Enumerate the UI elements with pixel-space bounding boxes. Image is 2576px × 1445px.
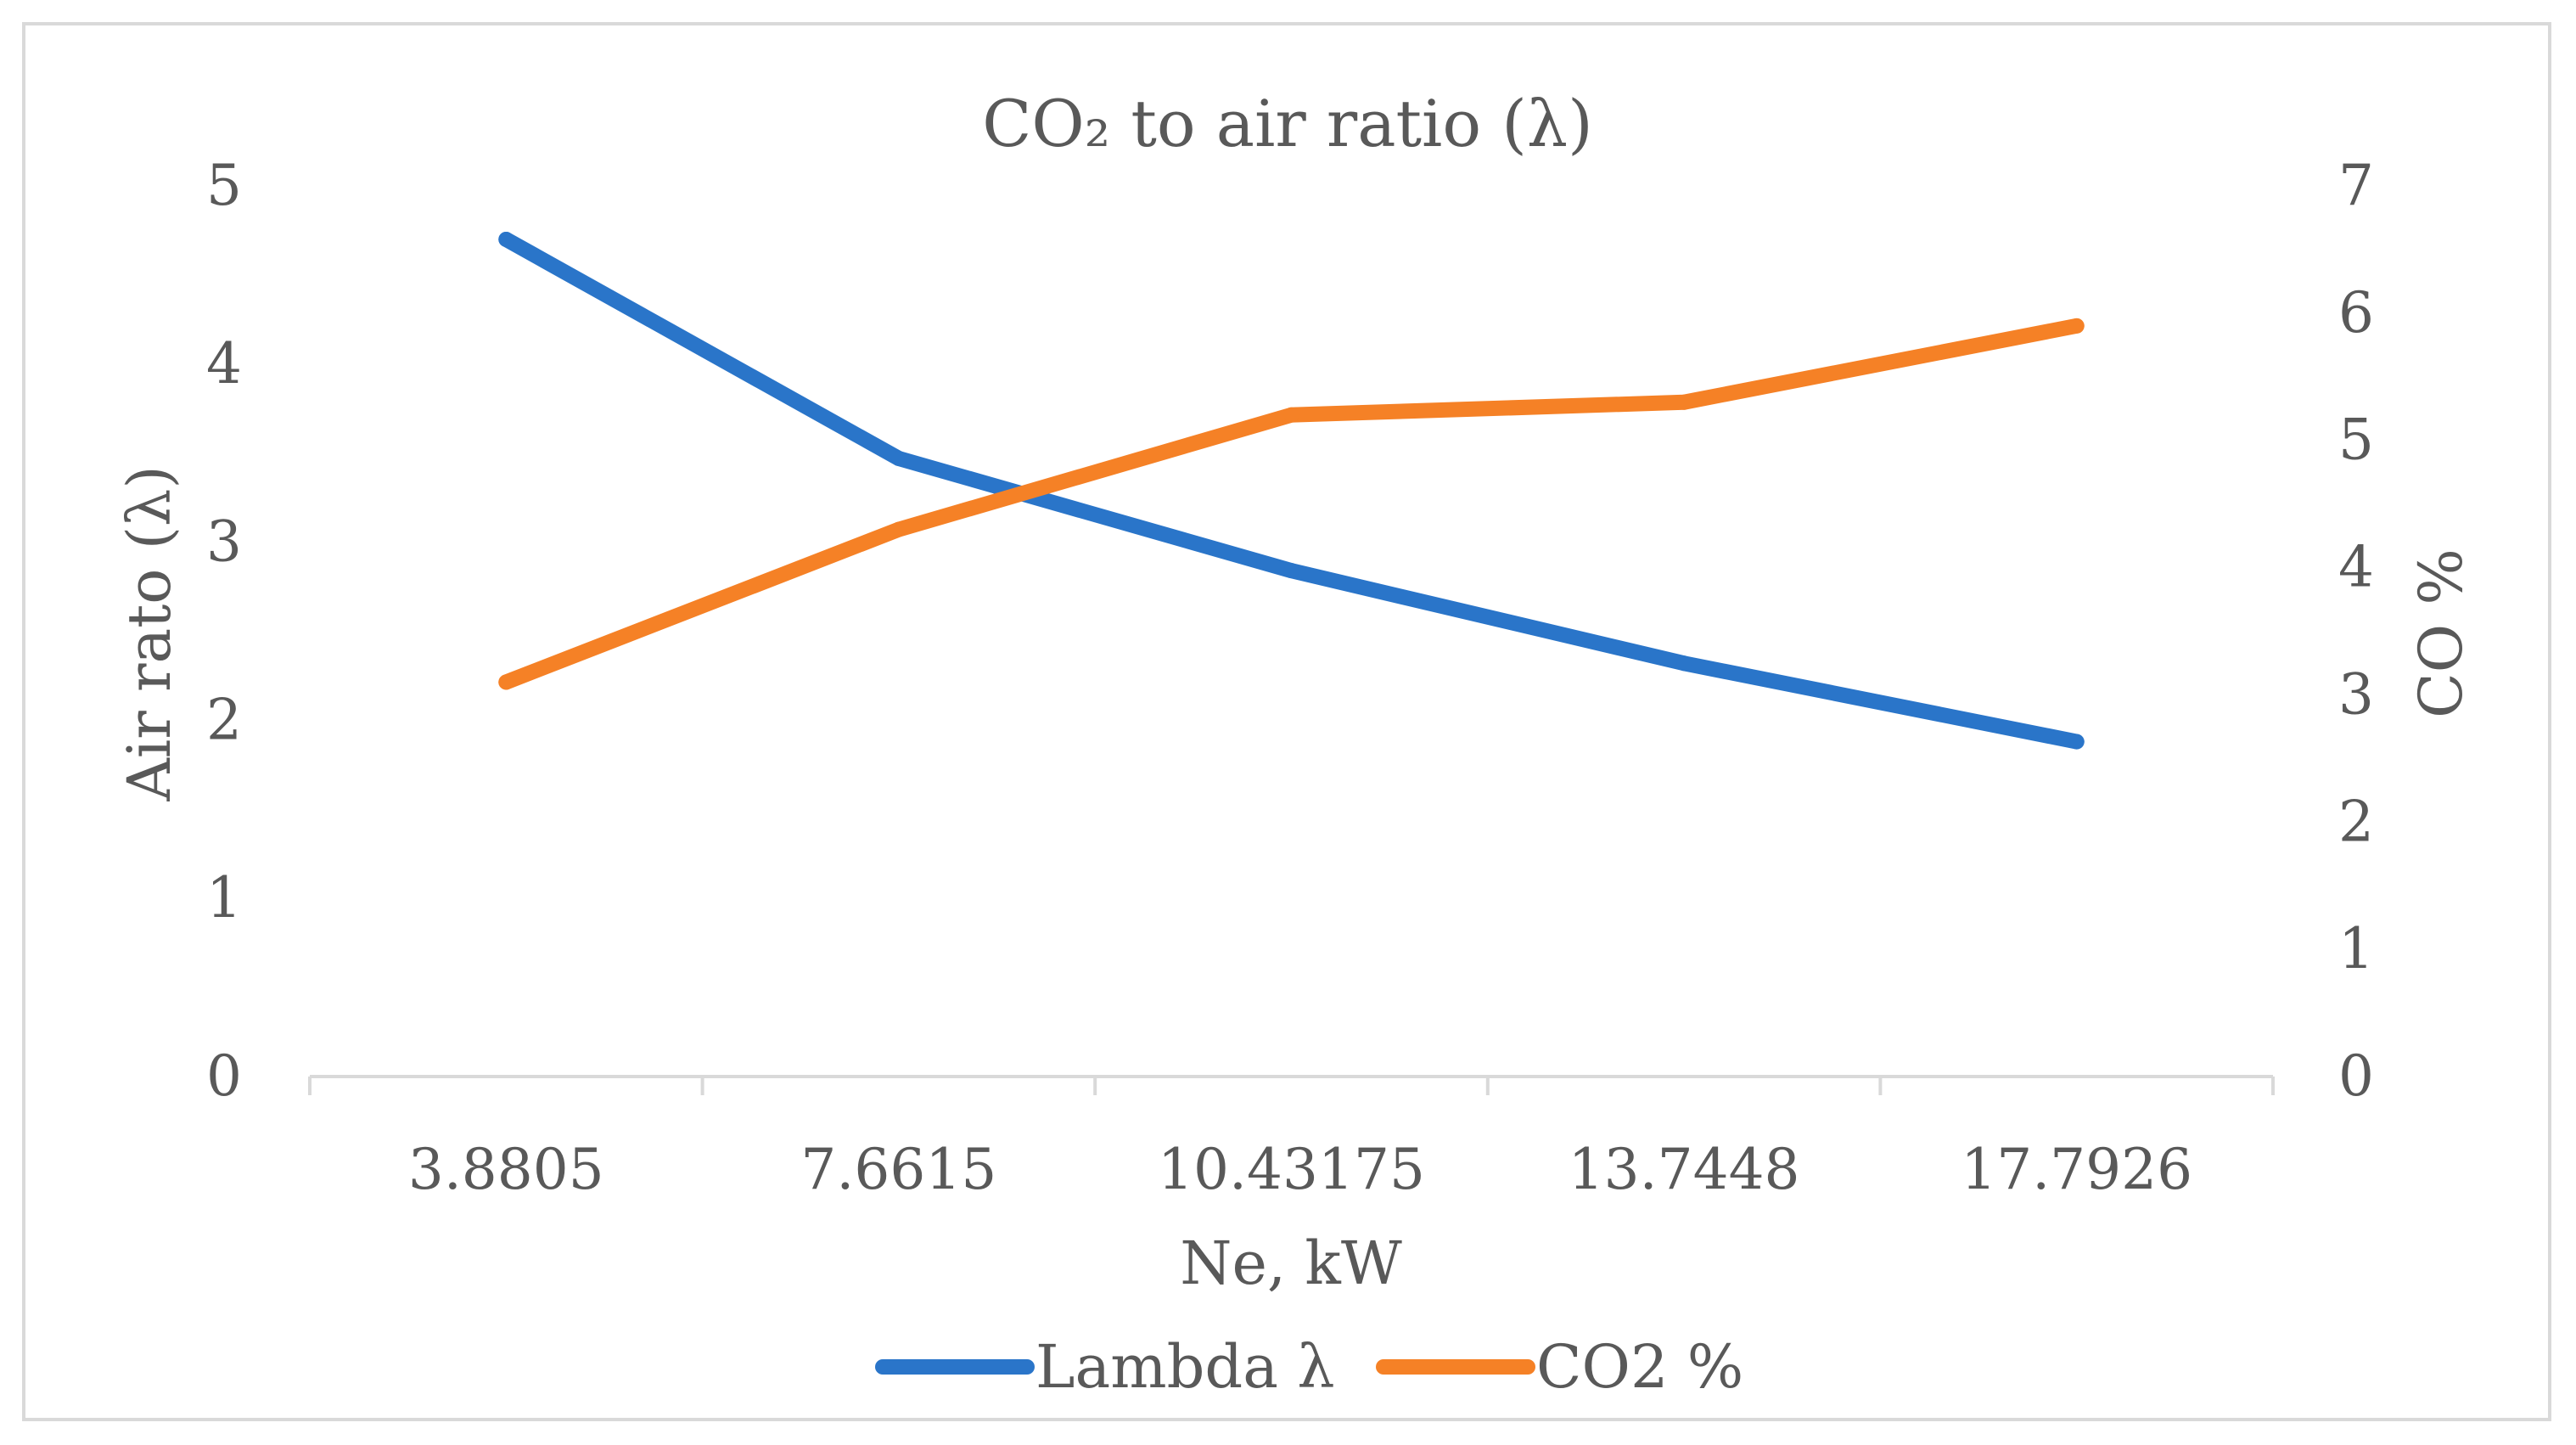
- y-axis-title: Air rato (λ): [115, 465, 184, 801]
- y-tick-label: 1: [206, 865, 242, 931]
- x-tick-label: 3.8805: [408, 1137, 604, 1202]
- x-axis-tickmarks: [308, 1077, 2275, 1095]
- legend-label: Lambda λ: [1035, 1332, 1335, 1402]
- data-point: [1283, 563, 1299, 579]
- y2-tick-label: 5: [2338, 408, 2374, 473]
- chart-frame: [22, 22, 2551, 1421]
- y2-tick-label: 7: [2338, 153, 2374, 218]
- data-point: [2068, 734, 2085, 750]
- series-group: [498, 231, 2085, 750]
- y-tick-label: 3: [206, 509, 242, 575]
- y2-tick-label: 0: [2338, 1043, 2374, 1109]
- data-point: [1676, 655, 1692, 672]
- x-axis-labels: 3.8805 7.6615 10.43175 13.7448 17.7926: [408, 1137, 2192, 1202]
- data-point: [498, 231, 514, 247]
- y-tick-label: 2: [206, 687, 242, 752]
- data-point: [1283, 407, 1299, 423]
- y-tick-label: 4: [206, 331, 242, 396]
- y2-tick-label: 4: [2338, 535, 2374, 600]
- x-tick-label: 17.7926: [1961, 1137, 2192, 1202]
- x-tick-label: 10.43175: [1158, 1137, 1425, 1202]
- x-axis-title: Ne, kW: [1180, 1229, 1402, 1298]
- legend-label: CO2 %: [1536, 1332, 1743, 1402]
- x-tick-label: 13.7448: [1569, 1137, 1800, 1202]
- data-point: [890, 450, 906, 466]
- y2-tick-label: 2: [2338, 789, 2374, 854]
- y2-axis-title: CO %: [2406, 548, 2476, 718]
- y-tick-label: 0: [206, 1043, 242, 1109]
- data-point: [498, 674, 514, 690]
- y2-tick-label: 1: [2338, 916, 2374, 981]
- series-line-0: [498, 231, 2085, 750]
- right-axis-ticks: 0 1 2 3 4 5 6 7: [2338, 153, 2374, 1109]
- data-point: [1676, 394, 1692, 410]
- legend: Lambda λ CO2 %: [875, 1332, 1743, 1402]
- data-point: [890, 521, 906, 537]
- data-point: [2068, 318, 2085, 334]
- y2-tick-label: 6: [2338, 280, 2374, 346]
- left-axis-ticks: 0 1 2 3 4 5: [206, 153, 242, 1109]
- chart-title: CO₂ to air ratio (λ): [982, 86, 1593, 161]
- x-tick-label: 7.6615: [800, 1137, 996, 1202]
- y-tick-label: 5: [206, 153, 242, 218]
- y2-tick-label: 3: [2338, 661, 2374, 727]
